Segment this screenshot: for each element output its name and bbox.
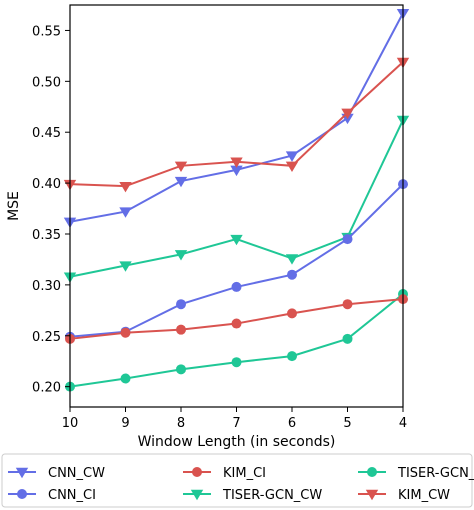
data-point-cnn-cw bbox=[119, 207, 132, 218]
data-point-tiser-gcn-cw bbox=[119, 261, 132, 272]
data-point-cnn-cw bbox=[230, 165, 243, 177]
series-cnn-ci bbox=[65, 179, 408, 342]
data-point-tiser-gcn-ci bbox=[231, 357, 242, 368]
plot-area bbox=[63, 8, 410, 392]
legend: CNN_CW CNN_CI KIM_CI TISER-GCN_CW TISER-GCN_… bbox=[1, 453, 474, 508]
data-point-kim-ci bbox=[287, 308, 297, 319]
data-point-kim-cw bbox=[119, 181, 132, 193]
y-tick-label: 0.25 bbox=[32, 330, 61, 345]
legend-marker bbox=[15, 467, 29, 479]
y-tick-label: 0.55 bbox=[32, 24, 61, 39]
data-point-tiser-gcn-cw bbox=[174, 250, 188, 261]
axes-frame bbox=[69, 4, 404, 408]
x-tick-label: 10 bbox=[62, 416, 79, 431]
legend-marker bbox=[367, 467, 377, 477]
data-point-kim-ci bbox=[342, 299, 353, 310]
legend-marker bbox=[17, 489, 27, 499]
data-point-cnn-ci bbox=[231, 281, 242, 292]
data-point-kim-cw bbox=[285, 161, 299, 172]
y-tick-label: 0.35 bbox=[32, 228, 61, 243]
data-point-cnn-cw bbox=[285, 151, 299, 162]
data-point-kim-cw bbox=[341, 108, 354, 120]
data-point-cnn-ci bbox=[176, 299, 186, 310]
x-tick-label: 5 bbox=[343, 416, 351, 431]
series-cnn-cw bbox=[63, 8, 410, 228]
y-axis-label: MSE bbox=[6, 191, 22, 221]
legend-label: TISER-GCN_CW bbox=[222, 488, 322, 503]
legend-item-tiser-gcn-ci: TISER-GCN_CI bbox=[358, 466, 474, 481]
legend-label: CNN_CW bbox=[48, 466, 105, 481]
x-axis: 10 9 8 7 6 5 4 bbox=[62, 407, 407, 431]
legend-label: KIM_CW bbox=[398, 488, 450, 503]
y-tick-label: 0.20 bbox=[32, 381, 61, 396]
series-tiser-gcn-cw bbox=[63, 115, 410, 283]
data-point-tiser-gcn-ci bbox=[176, 364, 186, 375]
series-line-tiser-gcn-ci bbox=[69, 293, 404, 388]
legend-item-cnn-cw: CNN_CW bbox=[8, 466, 105, 481]
data-point-cnn-cw bbox=[174, 176, 188, 188]
x-tick-label: 8 bbox=[177, 416, 185, 431]
data-point-tiser-gcn-cw bbox=[285, 254, 299, 265]
data-point-kim-ci bbox=[120, 327, 131, 338]
y-tick-label: 0.30 bbox=[32, 279, 61, 294]
legend-item-kim-ci: KIM_CI bbox=[183, 466, 266, 481]
data-point-tiser-gcn-cw bbox=[230, 234, 243, 246]
data-point-kim-ci bbox=[231, 318, 242, 329]
data-point-cnn-ci bbox=[287, 269, 297, 280]
x-axis-label: Window Length (in seconds) bbox=[138, 434, 336, 450]
legend-marker bbox=[365, 489, 379, 501]
series-line-cnn-ci bbox=[69, 183, 404, 338]
series-line-cnn-cw bbox=[69, 12, 404, 223]
series-kim-cw bbox=[63, 57, 410, 193]
legend-marker bbox=[192, 467, 202, 477]
data-point-cnn-ci bbox=[342, 234, 353, 245]
legend-item-tiser-gcn-cw: TISER-GCN_CW bbox=[183, 488, 322, 503]
data-point-kim-ci bbox=[176, 324, 186, 335]
y-axis: 0.20 0.25 0.30 0.35 0.40 0.45 0.50 0.55 bbox=[32, 24, 70, 396]
legend-item-cnn-ci: CNN_CI bbox=[8, 488, 96, 503]
legend-marker bbox=[190, 489, 204, 501]
legend-frame bbox=[1, 453, 473, 508]
x-tick-label: 6 bbox=[288, 416, 296, 431]
data-point-kim-cw bbox=[230, 157, 243, 168]
x-tick-label: 9 bbox=[121, 416, 129, 431]
x-tick-label: 4 bbox=[399, 416, 407, 431]
legend-label: TISER-GCN_CI bbox=[397, 466, 474, 481]
data-point-kim-cw bbox=[174, 161, 188, 172]
legend-label: KIM_CI bbox=[223, 466, 266, 481]
series-tiser-gcn-ci bbox=[65, 289, 408, 392]
y-tick-label: 0.45 bbox=[32, 126, 61, 141]
y-tick-label: 0.40 bbox=[32, 177, 61, 192]
data-point-tiser-gcn-ci bbox=[342, 333, 353, 344]
legend-item-kim-cw: KIM_CW bbox=[358, 488, 450, 503]
series-line-tiser-gcn-cw bbox=[69, 119, 404, 278]
data-point-tiser-gcn-ci bbox=[120, 373, 131, 384]
y-tick-label: 0.50 bbox=[32, 75, 61, 90]
data-point-tiser-gcn-ci bbox=[287, 351, 297, 362]
x-tick-label: 7 bbox=[232, 416, 240, 431]
series-kim-ci bbox=[65, 294, 408, 344]
legend-label: CNN_CI bbox=[48, 488, 96, 503]
